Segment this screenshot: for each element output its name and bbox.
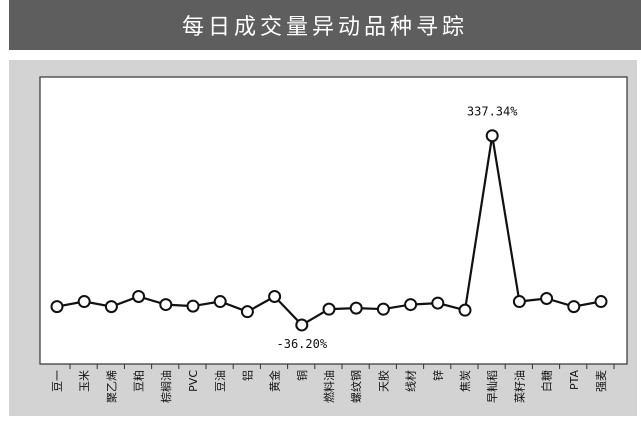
x-tick-label: 早籼稻 [486, 370, 499, 403]
x-tick-label: 线材 [404, 370, 418, 392]
x-tick-label: 聚乙烯 [105, 370, 118, 403]
data-point [567, 300, 581, 314]
x-tick-label: 菜籽油 [512, 370, 526, 403]
data-point [104, 300, 118, 314]
x-tick-label: 焦炭 [459, 370, 472, 392]
data-points [50, 129, 608, 332]
data-point [240, 305, 254, 319]
data-point [512, 295, 526, 309]
x-tick-label: 黄金 [268, 370, 282, 392]
x-tick-label: 锌 [431, 370, 445, 381]
x-tick-label: 铝 [240, 370, 254, 381]
data-point [213, 295, 227, 309]
plot-area [39, 76, 628, 365]
data-point [159, 298, 173, 312]
data-label: 337.34% [467, 105, 518, 119]
data-point [77, 295, 91, 309]
data-point [132, 289, 146, 303]
x-tick-label: 铜 [295, 370, 309, 381]
x-tick-label: 天胶 [376, 370, 390, 392]
x-tick-label: 豆油 [213, 370, 227, 392]
x-axis-ticks [69, 364, 615, 369]
x-tick-label: 棕榈油 [159, 370, 173, 403]
data-point [268, 289, 282, 303]
data-point [295, 318, 309, 332]
data-point [50, 300, 64, 314]
data-point [458, 303, 472, 317]
data-point [431, 296, 445, 310]
data-point [594, 295, 608, 309]
x-tick-label: 豆粕 [132, 370, 146, 392]
data-point [404, 298, 418, 312]
data-point [322, 302, 336, 316]
x-tick-label: 白糖 [540, 370, 554, 392]
x-axis-labels: 豆一 玉米 聚乙烯 豆粕 棕榈油 PVC 豆油 铝 黄金 铜 燃料油 螺纹钢 天胶 线材 锌 焦炭 早籼稻 菜籽油… [51, 370, 608, 403]
x-tick-label: 螺纹钢 [349, 370, 363, 403]
annotations: 337.34% -36.20% [277, 105, 519, 351]
x-tick-label: 强麦 [595, 370, 608, 392]
x-tick-label: 燃料油 [322, 370, 336, 403]
header-title: 每日成交量异动品种寻踪 [181, 15, 468, 40]
x-tick-label: 玉米 [78, 370, 91, 392]
x-tick-label: 豆一 [51, 370, 64, 392]
data-point [540, 292, 554, 306]
x-tick-label: PTA [568, 370, 581, 390]
data-point [376, 302, 390, 316]
data-label: -36.20% [277, 337, 328, 351]
data-point [349, 301, 363, 315]
data-point [186, 299, 200, 313]
x-tick-label: PVC [187, 370, 200, 392]
data-point [485, 129, 499, 143]
header-banner: 每日成交量异动品种寻踪 [9, 0, 641, 50]
